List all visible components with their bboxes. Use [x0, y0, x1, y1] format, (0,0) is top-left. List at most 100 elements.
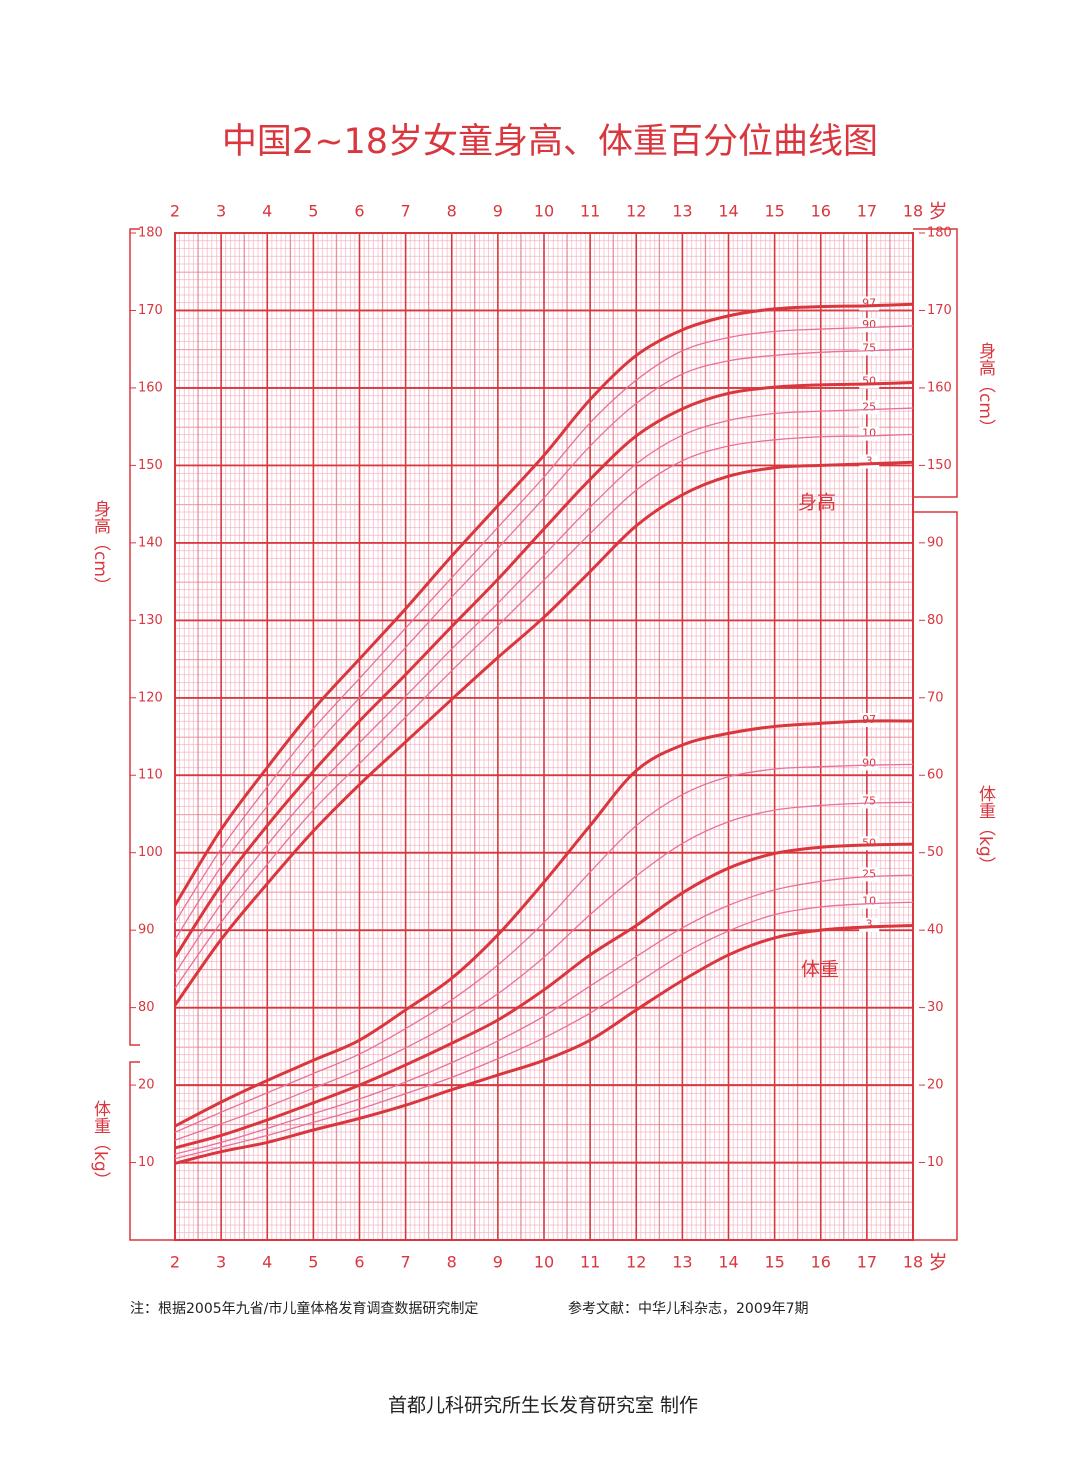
y-tick-label: 120: [138, 690, 163, 705]
label-bg: [859, 894, 880, 909]
y-tick-label: 140: [138, 535, 163, 550]
y-tick-label: 10: [138, 1155, 155, 1170]
y-tick-label: 170: [927, 303, 952, 318]
label-bg: [859, 756, 880, 771]
footer: 首都儿科研究所生长发育研究室 制作: [388, 1395, 698, 1417]
reference: 参考文献：中华儿科杂志，2009年7期: [568, 1300, 809, 1317]
note: 注：根据2005年九省/市儿童体格发育调查数据研究制定: [130, 1300, 478, 1317]
y-tick-label: 80: [138, 1000, 155, 1015]
percentile-curve: [173, 460, 914, 1007]
x-tick-label: 15: [764, 1253, 784, 1272]
y-tick-label: 170: [138, 303, 163, 318]
x-tick-label: 7: [401, 202, 411, 221]
y-tick-label: 150: [927, 458, 952, 473]
x-tick-label: 5: [308, 1253, 318, 1272]
y-tick-label: 80: [927, 613, 944, 628]
x-tick-label: 9: [493, 1253, 503, 1272]
y-tick-label: 100: [138, 845, 163, 860]
curve-end-label: 25: [862, 400, 876, 413]
percentile-curve: [174, 348, 914, 940]
curve-end-label: 75: [862, 794, 876, 807]
x-tick-label: 13: [672, 1253, 692, 1272]
curve-end-label: 3: [866, 455, 873, 468]
x-unit: 岁: [928, 1252, 947, 1274]
x-tick-label: 4: [262, 1253, 272, 1272]
x-tick-label: 6: [354, 1253, 364, 1272]
x-tick-label: 8: [447, 1253, 457, 1272]
curve-end-label: 75: [862, 341, 876, 354]
x-tick-label: 6: [354, 202, 364, 221]
right-weight-bracket: [913, 511, 958, 1241]
x-tick-label: 11: [580, 1253, 600, 1272]
curve-end-label: 50: [862, 836, 876, 849]
y-tick-label: 20: [138, 1078, 155, 1093]
percentile-curve: [174, 842, 914, 1150]
chart-title: 中国2~18岁女童身高、体重百分位曲线图: [222, 122, 878, 162]
y-tick-label: 60: [927, 768, 944, 783]
x-tick-label: 17: [857, 202, 877, 221]
y-axis-label-right: 身高（cm）: [975, 342, 996, 436]
x-tick-label: 2: [170, 202, 180, 221]
y-tick-label: 150: [138, 458, 163, 473]
y-tick-label: 20: [927, 1078, 944, 1093]
curve-end-label: 25: [862, 867, 876, 880]
right-height-bracket: [913, 228, 958, 498]
y-tick-label: 160: [138, 380, 163, 395]
x-tick-label: 5: [308, 202, 318, 221]
y-tick-label: 180: [138, 226, 163, 241]
x-tick-label: 7: [401, 1253, 411, 1272]
y-tick-label: 70: [927, 690, 944, 705]
label-bg: [859, 426, 880, 441]
label-bg: [859, 794, 880, 809]
x-tick-label: 12: [626, 202, 646, 221]
label-bg: [859, 400, 880, 415]
ticks: 2 2 3 3 4 4 5 5 6 6 7 7 8 8 9 9 10 10 11 11 12 12 13 13 14 14 15 15…: [130, 202, 952, 1272]
x-tick-label: 11: [580, 202, 600, 221]
percentile-curve: [173, 381, 914, 959]
percentile-curve: [174, 874, 914, 1155]
curve-end-label: 97: [862, 296, 876, 309]
x-tick-label: 9: [493, 202, 503, 221]
curve-end-label: 10: [862, 427, 876, 440]
x-tick-label: 4: [262, 202, 272, 221]
label-bg: [859, 341, 880, 356]
y-tick-label: 40: [927, 923, 944, 938]
x-tick-label: 18: [903, 1253, 923, 1272]
x-tick-label: 3: [216, 1253, 226, 1272]
percentile-curve: [173, 302, 914, 907]
curve-end-label: 10: [862, 895, 876, 908]
x-tick-label: 10: [534, 1253, 554, 1272]
y-tick-label: 130: [138, 613, 163, 628]
x-tick-label: 16: [811, 1253, 831, 1272]
y-tick-label: 30: [927, 1000, 944, 1015]
x-tick-label: 12: [626, 1253, 646, 1272]
x-tick-label: 18: [903, 202, 923, 221]
curve-end-label: 3: [866, 918, 873, 931]
y-tick-label: 160: [927, 380, 952, 395]
left-weight-bracket: [129, 1061, 175, 1241]
x-tick-label: 15: [764, 202, 784, 221]
percentile-curve: [174, 924, 914, 1165]
x-tick-label: 16: [811, 202, 831, 221]
x-tick-label: 2: [170, 1253, 180, 1272]
percentile-curve: [174, 433, 914, 989]
percentile-curve: [174, 407, 914, 974]
x-tick-label: 10: [534, 202, 554, 221]
x-tick-label: 14: [718, 202, 738, 221]
y2-axis-label-left: 体重（kg）: [90, 1100, 111, 1189]
x-tick-label: 8: [447, 202, 457, 221]
label-bg: [859, 318, 880, 333]
curve-end-label: 90: [862, 757, 876, 770]
y-tick-label: 10: [927, 1155, 944, 1170]
y-axis-label: 身高（cm）: [90, 500, 111, 594]
percentile-curve: [174, 325, 914, 923]
y-tick-label: 90: [927, 535, 944, 550]
percentile-curve: [174, 901, 914, 1160]
y2-axis-label: 体重（kg）: [975, 785, 996, 874]
x-tick-label: 14: [718, 1253, 738, 1272]
x-unit: 岁: [928, 201, 947, 223]
label-bg: [859, 836, 880, 851]
x-tick-label: 13: [672, 202, 692, 221]
